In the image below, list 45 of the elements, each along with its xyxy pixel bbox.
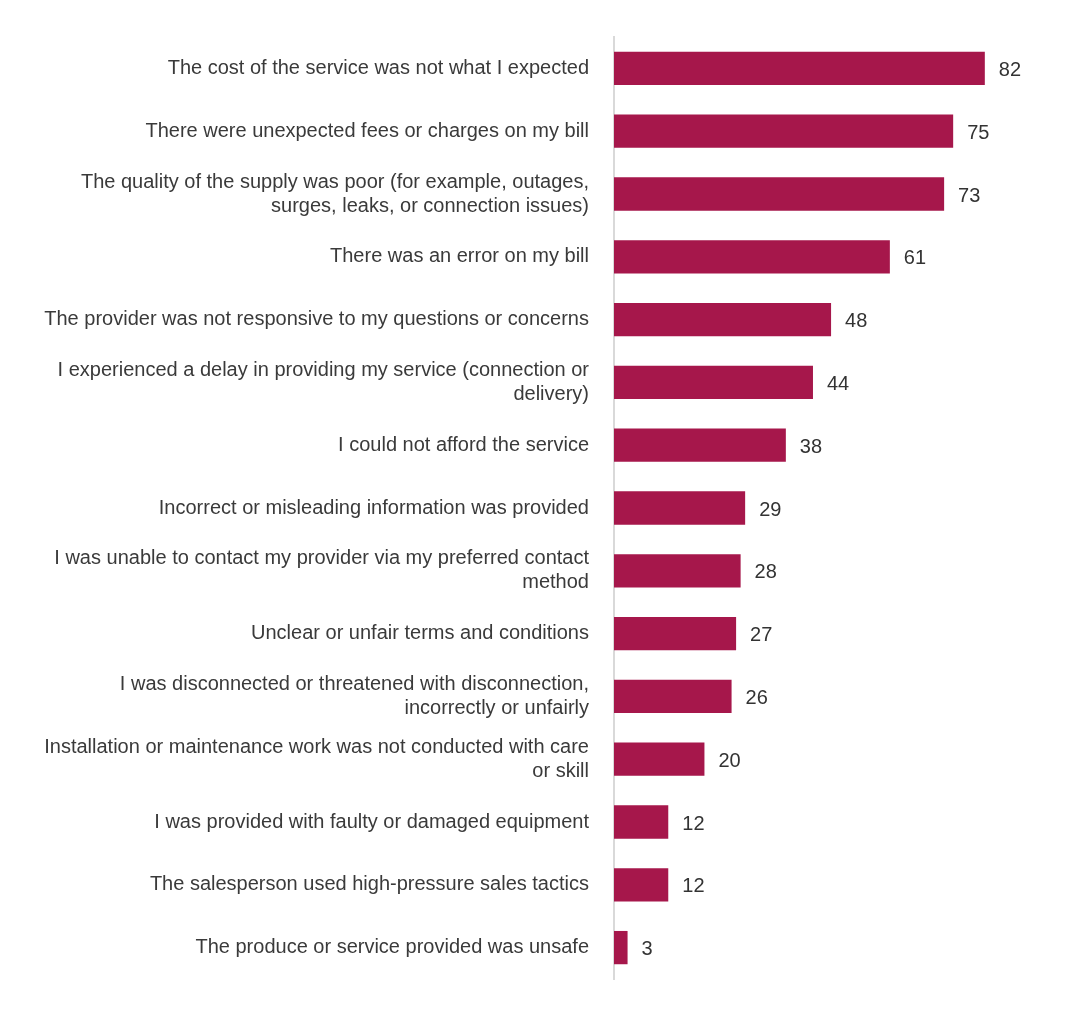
y-tick-label: There was an error on my bill xyxy=(330,244,589,267)
bar xyxy=(614,365,813,400)
data-label: 3 xyxy=(641,937,653,960)
y-tick-label: Incorrect or misleading information was provided xyxy=(158,495,589,518)
y-tick-label: The provider was not responsive to my questions or concerns xyxy=(44,307,589,330)
y-tick-label: I was unable to contact my provider via my preferred contact method xyxy=(54,546,590,593)
bar xyxy=(614,554,741,588)
bar xyxy=(614,114,954,148)
data-label: 73 xyxy=(958,183,981,206)
data-label: 12 xyxy=(682,874,705,897)
data-label: 20 xyxy=(718,748,741,771)
bar xyxy=(614,805,669,839)
bar xyxy=(614,742,705,776)
y-tick-label: The salesperson used high-pressure sales tactics xyxy=(149,872,589,895)
data-label: 27 xyxy=(750,623,773,646)
data-label: 61 xyxy=(903,246,927,269)
data-label: 38 xyxy=(799,434,823,457)
y-tick-label: Unclear or unfair terms and conditions xyxy=(251,621,589,644)
data-label: 29 xyxy=(759,497,782,520)
y-tick-label: I could not afford the service xyxy=(338,432,589,455)
bar xyxy=(614,51,985,86)
y-tick-label: The cost of the service was not what I expected xyxy=(167,55,589,78)
data-label: 82 xyxy=(998,57,1022,80)
bar xyxy=(614,302,832,337)
data-label: 12 xyxy=(682,811,705,834)
data-label: 44 xyxy=(826,371,850,394)
y-tick-label: Installation or maintenance work was not conducted with care or skill xyxy=(44,734,589,781)
y-tick-label: I was disconnected or threatened with disconnection, incorrectly or unfairly xyxy=(119,671,589,718)
bar xyxy=(614,616,737,651)
bar xyxy=(614,177,945,211)
bar xyxy=(614,240,890,274)
data-label: 48 xyxy=(845,309,868,332)
data-label: 28 xyxy=(754,560,777,583)
bar xyxy=(614,930,628,965)
bar xyxy=(614,679,732,714)
data-label: 75 xyxy=(967,120,990,143)
y-tick-label: The produce or service provided was unsafe xyxy=(195,935,589,958)
y-tick-label: The quality of the supply was poor (for example, outages, surges, leaks, or connection issues) xyxy=(80,169,589,216)
y-tick-label: There were unexpected fees or charges on my bill xyxy=(145,118,589,141)
bar xyxy=(614,428,786,462)
data-label: 26 xyxy=(745,685,768,708)
bar xyxy=(614,868,669,902)
bar xyxy=(614,491,746,525)
y-tick-label: I experienced a delay in providing my service (connection or delivery) xyxy=(57,357,590,404)
y-tick-label: I was provided with faulty or damaged equipment xyxy=(154,809,590,832)
